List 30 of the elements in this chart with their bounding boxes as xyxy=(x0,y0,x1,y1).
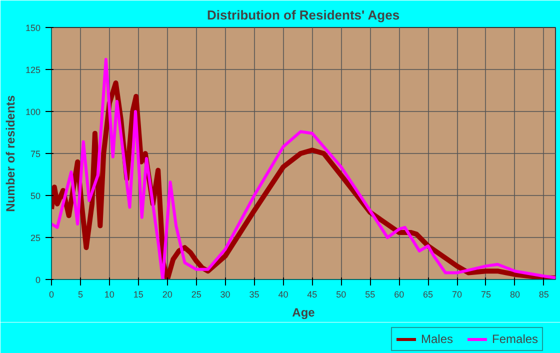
y-tick-label: 50 xyxy=(30,191,41,201)
x-tick-label: 40 xyxy=(278,290,288,300)
y-tick-label: 125 xyxy=(25,65,41,75)
y-tick-label: 25 xyxy=(30,233,41,243)
y-tick-label: 100 xyxy=(25,107,41,117)
x-tick-label: 80 xyxy=(510,290,520,300)
y-tick-label: 75 xyxy=(30,149,41,159)
x-axis-title: Age xyxy=(292,306,316,320)
x-tick-label: 50 xyxy=(336,290,346,300)
x-tick-label: 25 xyxy=(191,290,202,300)
x-tick-label: 55 xyxy=(365,290,376,300)
x-tick-label: 65 xyxy=(423,290,434,300)
x-tick-label: 15 xyxy=(133,290,144,300)
x-tick-label: 5 xyxy=(78,290,83,300)
x-tick-label: 35 xyxy=(249,290,260,300)
x-tick-label: 60 xyxy=(394,290,404,300)
x-tick-label: 0 xyxy=(48,290,54,300)
x-tick-label: 10 xyxy=(104,290,114,300)
y-tick-label: 0 xyxy=(35,275,41,285)
y-tick-label: 150 xyxy=(25,23,41,33)
x-tick-label: 70 xyxy=(452,290,462,300)
y-axis-title: Number of residents xyxy=(3,94,18,212)
x-tick-label: 85 xyxy=(538,290,549,300)
legend-label: Females xyxy=(492,332,538,346)
chart-title: Distribution of Residents' Ages xyxy=(206,8,400,22)
x-tick-label: 75 xyxy=(480,290,491,300)
x-tick-label: 30 xyxy=(220,290,230,300)
x-tick-label: 45 xyxy=(307,290,318,300)
x-tick-label: 20 xyxy=(162,290,172,300)
legend-label: Males xyxy=(421,332,454,346)
